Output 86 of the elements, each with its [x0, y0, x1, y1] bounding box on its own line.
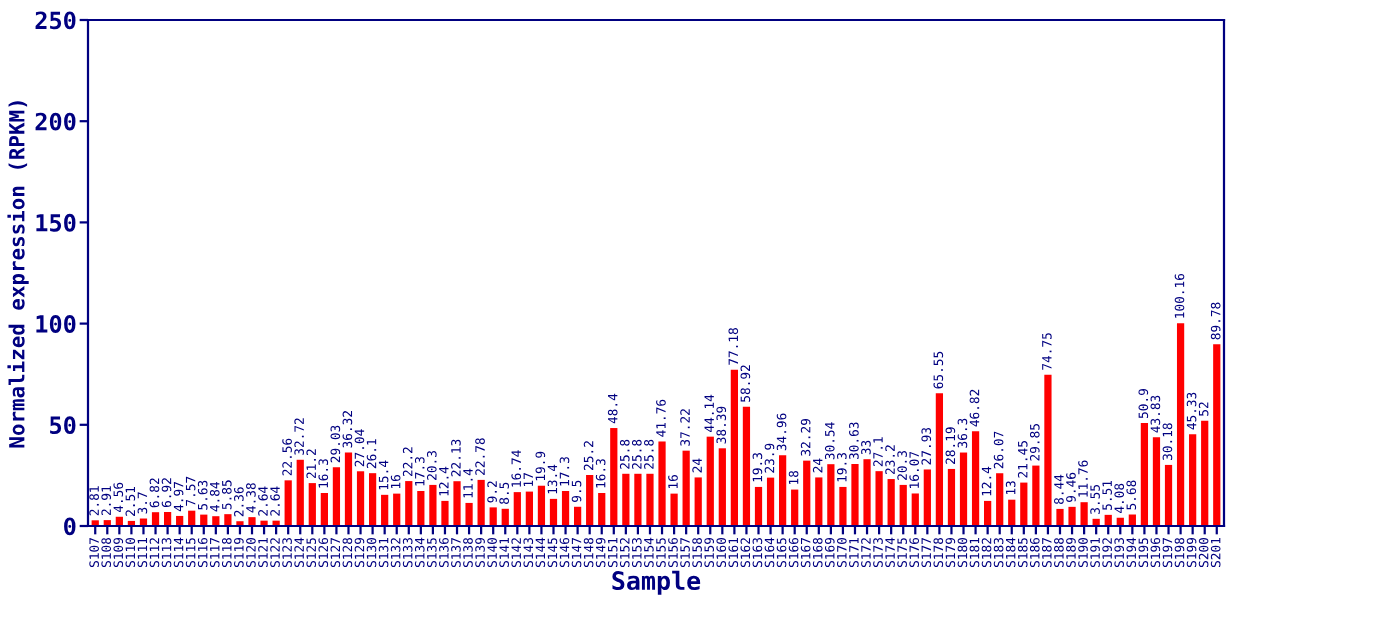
- bar: [670, 493, 678, 526]
- bar: [1008, 499, 1016, 526]
- bar: [1164, 464, 1173, 526]
- bar: [308, 483, 316, 526]
- bar: [549, 498, 558, 526]
- bar: [598, 493, 606, 526]
- bar: [537, 485, 546, 526]
- bar: [393, 493, 401, 526]
- bar: [441, 500, 449, 526]
- bar: [453, 481, 461, 526]
- y-tick-label: 250: [35, 11, 76, 30]
- y-tick-label: 200: [35, 112, 76, 131]
- bar: [791, 489, 799, 526]
- y-tick-label: 50: [50, 416, 76, 435]
- bar: [996, 473, 1004, 526]
- bar: [730, 369, 738, 526]
- bar: [646, 473, 654, 526]
- bar: [429, 484, 437, 526]
- bar: [863, 459, 871, 526]
- bar: [1213, 344, 1221, 526]
- bar: [248, 517, 256, 526]
- bar: [1152, 437, 1161, 526]
- bar: [634, 473, 642, 526]
- bar: [923, 469, 931, 526]
- bar: [1056, 508, 1064, 526]
- bar: [163, 511, 172, 526]
- bar: [911, 493, 919, 526]
- bar: [1189, 434, 1197, 526]
- bar: [501, 508, 509, 526]
- bar: [935, 393, 944, 526]
- bar: [586, 475, 594, 526]
- bar: [1201, 420, 1209, 526]
- y-tick-label: 100: [36, 315, 76, 333]
- y-tick-label: 150: [36, 213, 76, 232]
- bar: [561, 490, 570, 526]
- bar: [381, 494, 389, 526]
- bar: [851, 464, 859, 526]
- bar: [1140, 422, 1149, 526]
- bar: [477, 479, 485, 526]
- bar: [815, 477, 823, 526]
- bar: [368, 473, 377, 526]
- bar: [706, 436, 714, 526]
- bar: [827, 464, 835, 526]
- bar: [489, 507, 497, 526]
- bar: [465, 502, 473, 526]
- bar: [344, 452, 353, 526]
- bar: [658, 441, 666, 526]
- bar: [875, 471, 883, 526]
- bar: [959, 452, 968, 526]
- bar: [622, 473, 630, 526]
- bar: [513, 492, 521, 526]
- bar: [1068, 506, 1076, 526]
- y-tick-label: 0: [64, 517, 76, 536]
- bar: [610, 428, 618, 526]
- bar: [332, 467, 341, 526]
- bar: [742, 406, 751, 526]
- bar: [356, 471, 365, 526]
- bar: [754, 486, 763, 526]
- bar: [984, 500, 992, 526]
- bar: [151, 512, 160, 526]
- bar: [574, 506, 582, 526]
- bar: [887, 479, 895, 526]
- bar: [417, 490, 425, 526]
- bar: [779, 455, 787, 526]
- bar: [1176, 323, 1185, 526]
- bar: [947, 468, 956, 526]
- bar: [803, 460, 811, 526]
- bar: [320, 493, 328, 526]
- bar: [1032, 465, 1040, 526]
- bar: [224, 514, 232, 526]
- bar: [839, 486, 847, 526]
- bar: [296, 459, 304, 526]
- x-axis-title: Sample: [612, 570, 701, 595]
- bar: [284, 480, 292, 526]
- bar: [525, 491, 533, 526]
- bar: [1044, 374, 1052, 526]
- bar: [405, 481, 413, 526]
- y-axis-title: Normalized expression (RPKM): [7, 101, 29, 448]
- bar: [694, 477, 702, 526]
- bar: [899, 484, 907, 526]
- bar: [766, 477, 775, 526]
- bar: [682, 450, 690, 526]
- bar: [1080, 502, 1088, 526]
- bar: [971, 431, 980, 526]
- bar: [1020, 482, 1028, 526]
- bar: [718, 448, 726, 526]
